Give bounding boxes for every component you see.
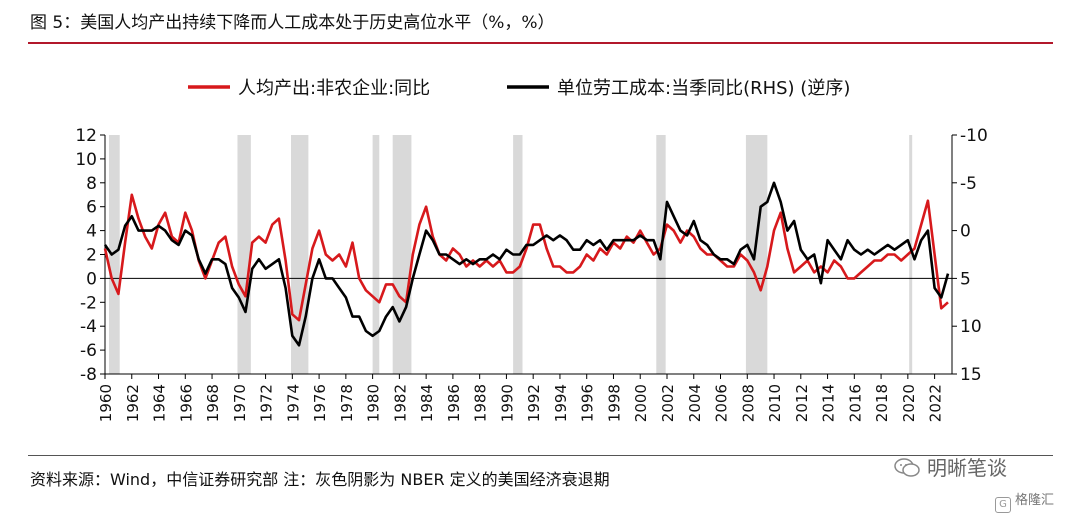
watermark: 明晰笔谈 [893,452,1007,481]
legend-label-2: 单位劳工成本:当季同比(RHS) (逆序) [557,78,850,99]
brand-mark: G 格隆汇 [995,489,1054,513]
recession-band [290,135,309,374]
wechat-icon [894,458,920,477]
x-tick-label: 2004 [686,384,704,422]
x-tick-label: 1962 [124,384,142,422]
footer-rule [28,455,1053,456]
recession-band [745,135,768,374]
x-tick-label: 1998 [605,384,623,422]
recession-band [372,135,380,374]
recession-band [392,135,412,374]
chart-title: 图 5：美国人均产出持续下降而人工成本处于历史高位水平（%，%） [30,13,555,33]
x-tick-label: 1978 [338,384,356,422]
x-tick-label: 2002 [659,384,677,422]
x-tick-label: 1984 [418,384,436,422]
left-tick-label: 0 [86,269,97,289]
left-tick-label: -4 [80,317,97,337]
x-tick-label: 1968 [204,384,222,422]
left-tick-label: 6 [86,198,97,218]
series-line-2 [103,181,950,347]
watermark-text: 明晰笔谈 [927,456,1007,480]
x-tick-label: 1964 [151,384,169,422]
right-tick-label: 5 [960,269,971,289]
x-tick-label: 2018 [873,384,891,422]
x-tick-label: 1996 [579,384,597,422]
left-tick-label: 10 [75,150,97,170]
x-tick-label: 1982 [391,384,409,422]
right-tick-label: 10 [960,317,982,337]
brand-icon: G [995,497,1011,513]
x-tick-label: 1976 [311,384,329,422]
left-tick-label: -2 [80,293,97,313]
chart: 人均产出:非农企业:同比 单位劳工成本:当季同比(RHS) (逆序) 12 10 8 6… [75,78,987,422]
series-lines [103,181,950,347]
x-tick-label: 2014 [820,384,838,422]
x-tick-label: 1988 [472,384,490,422]
legend-label-1: 人均产出:非农企业:同比 [238,78,430,99]
right-tick-label: -5 [960,174,977,194]
left-tick-label: 4 [86,222,97,242]
x-tick-label: 1974 [284,384,302,422]
source-note: 资料来源：Wind，中信证券研究部 注：灰色阴影为 NBER 定义的美国经济衰退… [30,470,610,489]
right-tick-label: 0 [960,222,971,242]
x-tick-label: 1992 [525,384,543,422]
right-tick-label: -10 [960,126,988,146]
x-tick-label: 2008 [739,384,757,422]
x-tick-label: 2012 [793,384,811,422]
left-tick-label: 12 [75,126,97,146]
series-line-1 [103,193,949,322]
left-tick-label: 8 [86,174,97,194]
x-tick-label: 2022 [927,384,945,422]
x-tick-label: 2016 [846,384,864,422]
legend: 人均产出:非农企业:同比 单位劳工成本:当季同比(RHS) (逆序) [188,78,850,99]
brand-text: 格隆汇 [1015,493,1055,508]
x-tick-label: 1966 [177,384,195,422]
x-tick-label: 2010 [766,384,784,422]
x-tick-label: 1960 [97,384,115,422]
x-tick-label: 1986 [445,384,463,422]
recession-band [909,135,913,374]
recession-band [109,135,120,374]
x-tick-label: 1972 [258,384,276,422]
left-tick-label: -6 [80,341,97,361]
x-tick-label: 2006 [713,384,731,422]
recession-band [237,135,251,374]
title-rule [28,42,1053,44]
x-tick-label: 1990 [498,384,516,422]
left-tick-label: -8 [80,365,97,385]
x-tick-label: 1970 [231,384,249,422]
x-tick-label: 2020 [900,384,918,422]
x-tick-label: 2000 [632,384,650,422]
left-tick-label: 2 [86,246,97,266]
axes: 12 10 8 6 4 2 0 -2 -4 -6 -8 -10 -5 0 5 10 15 1960 1962 1964… [75,126,987,422]
x-tick-label: 1994 [552,384,570,422]
x-tick-label: 1980 [365,384,383,422]
right-tick-label: 15 [960,365,982,385]
